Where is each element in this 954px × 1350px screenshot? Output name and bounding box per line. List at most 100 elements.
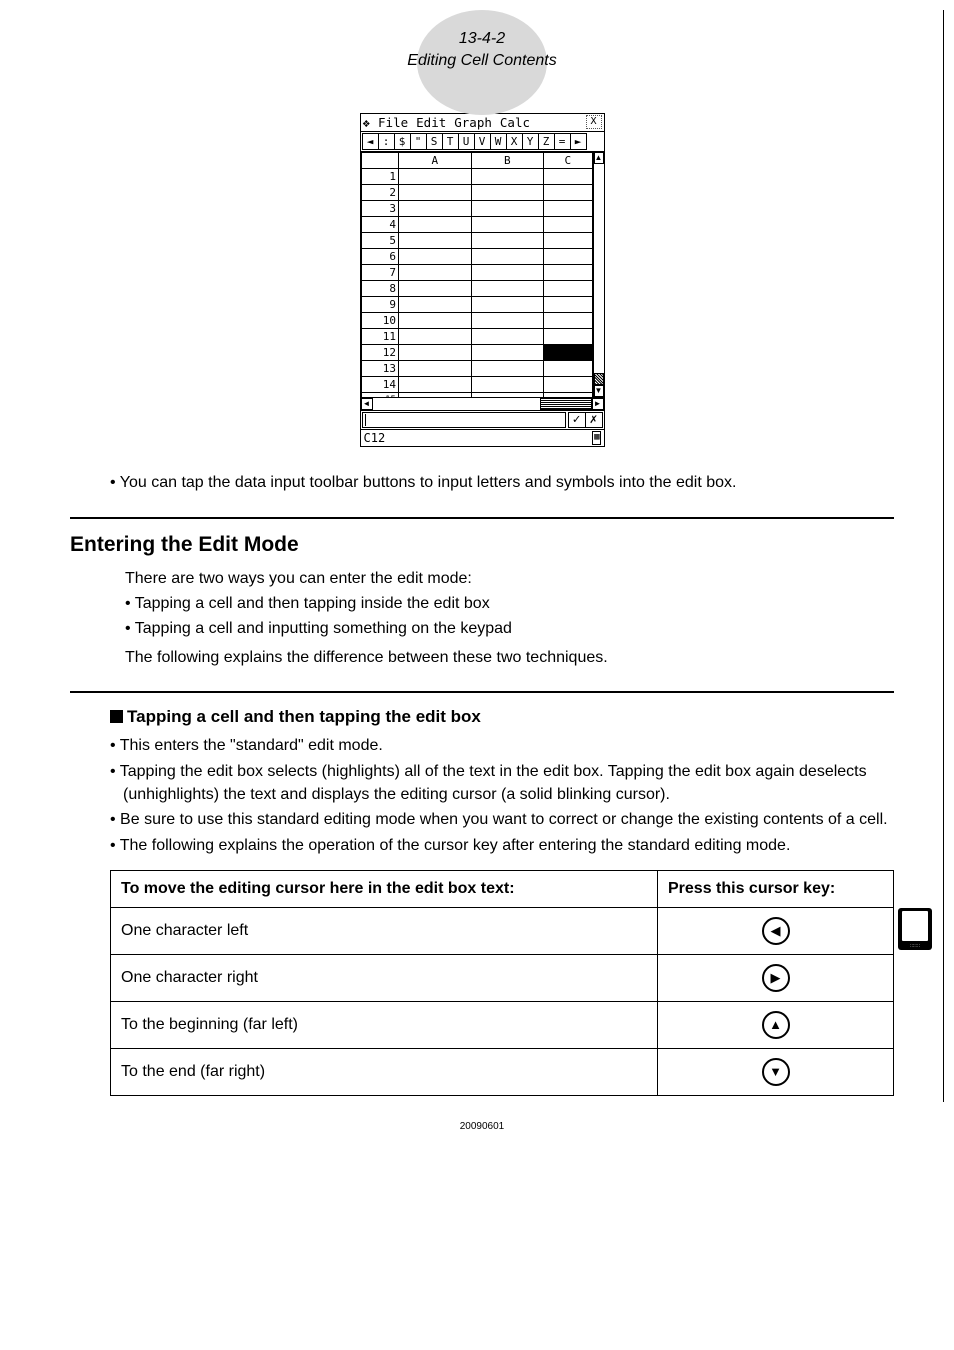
tb-equals[interactable]: = xyxy=(554,133,571,150)
cell[interactable] xyxy=(471,264,544,280)
row-header[interactable]: 12 xyxy=(361,344,398,360)
edit-row: ✓ ✗ xyxy=(361,410,604,429)
cell[interactable] xyxy=(471,344,544,360)
cell[interactable] xyxy=(544,184,592,200)
row-header[interactable]: 2 xyxy=(361,184,398,200)
cell[interactable] xyxy=(398,248,471,264)
cell[interactable] xyxy=(471,248,544,264)
cell[interactable] xyxy=(398,200,471,216)
cell[interactable] xyxy=(471,328,544,344)
col-c-header[interactable]: C xyxy=(544,152,592,168)
row-header[interactable]: 8 xyxy=(361,280,398,296)
cell[interactable] xyxy=(471,392,544,397)
cell[interactable] xyxy=(398,360,471,376)
cell[interactable] xyxy=(398,392,471,397)
cell[interactable] xyxy=(471,296,544,312)
cell[interactable] xyxy=(544,392,592,397)
row-header[interactable]: 10 xyxy=(361,312,398,328)
row-header[interactable]: 6 xyxy=(361,248,398,264)
tb-dollar[interactable]: $ xyxy=(394,133,411,150)
row-header[interactable]: 1 xyxy=(361,168,398,184)
cell[interactable] xyxy=(544,328,592,344)
cell[interactable] xyxy=(398,376,471,392)
cell[interactable] xyxy=(544,200,592,216)
menu-graph[interactable]: Graph xyxy=(454,115,492,130)
tb-colon[interactable]: : xyxy=(378,133,395,150)
cell[interactable] xyxy=(544,168,592,184)
cell[interactable] xyxy=(398,280,471,296)
right-arrow-key-icon: ▶ xyxy=(762,964,790,992)
row-header[interactable]: 13 xyxy=(361,360,398,376)
cell[interactable] xyxy=(544,280,592,296)
tb-right-arrow[interactable]: ► xyxy=(570,133,587,150)
cell[interactable] xyxy=(398,168,471,184)
cell[interactable] xyxy=(471,232,544,248)
v-menu-icon[interactable]: ❖ xyxy=(363,115,371,130)
cell[interactable] xyxy=(398,296,471,312)
cell[interactable] xyxy=(471,200,544,216)
row-header[interactable]: 4 xyxy=(361,216,398,232)
cell[interactable] xyxy=(398,312,471,328)
tb-quote[interactable]: " xyxy=(410,133,427,150)
keyboard-icon[interactable]: ▦ xyxy=(592,431,600,445)
cell[interactable] xyxy=(544,376,592,392)
row-header[interactable]: 7 xyxy=(361,264,398,280)
scroll-thumb[interactable] xyxy=(594,373,604,385)
tb-w[interactable]: W xyxy=(490,133,507,150)
cell[interactable] xyxy=(471,360,544,376)
cell[interactable] xyxy=(544,312,592,328)
tb-u[interactable]: U xyxy=(458,133,475,150)
cell[interactable] xyxy=(398,344,471,360)
scroll-up-icon[interactable]: ▲ xyxy=(594,152,604,164)
col-a-header[interactable]: A xyxy=(398,152,471,168)
scroll-down-icon[interactable]: ▼ xyxy=(594,385,604,397)
vertical-scrollbar[interactable]: ▲ ▼ xyxy=(594,152,604,397)
cell-selected[interactable] xyxy=(544,344,592,360)
page-header: 13-4-2 Editing Cell Contents xyxy=(70,20,894,73)
cell[interactable] xyxy=(398,264,471,280)
cell[interactable] xyxy=(544,296,592,312)
right-margin-rule xyxy=(943,10,944,1102)
row-header[interactable]: 9 xyxy=(361,296,398,312)
row-header[interactable]: 3 xyxy=(361,200,398,216)
cell[interactable] xyxy=(544,360,592,376)
scroll-thumb-h[interactable] xyxy=(540,398,592,410)
cell[interactable] xyxy=(471,184,544,200)
cell[interactable] xyxy=(471,280,544,296)
cell[interactable] xyxy=(544,216,592,232)
cell[interactable] xyxy=(471,376,544,392)
row-header[interactable]: 14 xyxy=(361,376,398,392)
menu-file[interactable]: File xyxy=(378,115,408,130)
row-header[interactable]: 5 xyxy=(361,232,398,248)
cell[interactable] xyxy=(544,264,592,280)
tb-y[interactable]: Y xyxy=(522,133,539,150)
cell[interactable] xyxy=(471,168,544,184)
cell[interactable] xyxy=(398,216,471,232)
tb-t[interactable]: T xyxy=(442,133,459,150)
cell[interactable] xyxy=(544,232,592,248)
cell[interactable] xyxy=(398,232,471,248)
tb-z[interactable]: Z xyxy=(538,133,555,150)
tb-x[interactable]: X xyxy=(506,133,523,150)
cell[interactable] xyxy=(398,184,471,200)
menu-calc[interactable]: Calc xyxy=(500,115,530,130)
tb-v[interactable]: V xyxy=(474,133,491,150)
cell[interactable] xyxy=(471,216,544,232)
horizontal-scrollbar[interactable]: ◄ ► xyxy=(361,397,604,410)
menu-edit[interactable]: Edit xyxy=(416,115,446,130)
cell[interactable] xyxy=(398,328,471,344)
tb-s[interactable]: S xyxy=(426,133,443,150)
cell[interactable] xyxy=(544,248,592,264)
row-header[interactable]: 11 xyxy=(361,328,398,344)
scroll-left-icon[interactable]: ◄ xyxy=(361,398,373,410)
confirm-icon[interactable]: ✓ xyxy=(569,413,585,427)
cancel-icon[interactable]: ✗ xyxy=(585,413,602,427)
cell[interactable] xyxy=(471,312,544,328)
col-b-header[interactable]: B xyxy=(471,152,544,168)
spreadsheet-grid[interactable]: A B C 1 2 3 4 5 6 7 8 9 10 xyxy=(361,152,594,397)
tb-left-arrow[interactable]: ◄ xyxy=(362,133,379,150)
scroll-right-icon[interactable]: ► xyxy=(592,398,604,410)
edit-box[interactable] xyxy=(362,412,566,428)
row-header[interactable]: 15 xyxy=(361,392,398,397)
close-icon[interactable]: X xyxy=(586,115,602,129)
